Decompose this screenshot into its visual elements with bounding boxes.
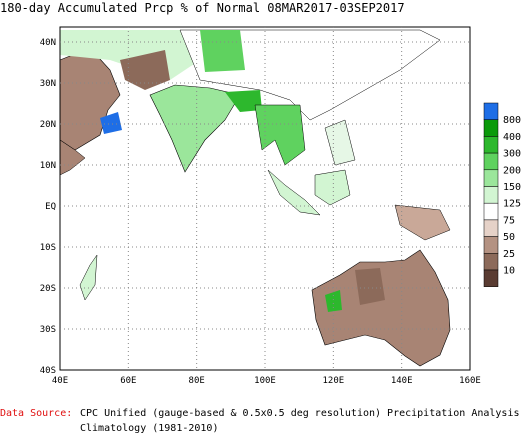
legend-swatch xyxy=(483,102,499,120)
lat-label: 40N xyxy=(40,38,56,48)
lon-label: 140E xyxy=(391,376,413,386)
source-text: CPC Unified (gauge-based & 0.5x0.5 deg r… xyxy=(80,408,520,419)
lon-label: 100E xyxy=(254,376,276,386)
madagascar xyxy=(79,254,98,301)
iran-dry xyxy=(120,50,170,90)
legend-label: 75 xyxy=(503,215,515,226)
map-title: 180-day Accumulated Prcp % of Normal 08M… xyxy=(0,1,405,15)
lat-label: 40S xyxy=(40,366,56,376)
new-guinea xyxy=(394,204,451,241)
land xyxy=(59,29,451,367)
legend-label: 50 xyxy=(503,232,515,243)
legend-swatch xyxy=(483,253,499,271)
lat-label: 10N xyxy=(40,161,56,171)
legend-label: 150 xyxy=(503,182,521,193)
australia-dry xyxy=(355,268,385,305)
lon-label: 120E xyxy=(322,376,344,386)
arabia xyxy=(59,47,121,151)
borneo xyxy=(314,169,351,206)
climatology-text: Climatology (1981-2010) xyxy=(80,423,218,434)
philippines xyxy=(324,119,356,166)
legend-swatch xyxy=(483,186,499,204)
legend-swatch xyxy=(483,219,499,237)
legend-label: 125 xyxy=(503,199,521,210)
legend-label: 300 xyxy=(503,149,521,160)
lat-label: 10S xyxy=(40,243,56,253)
lat-label: EQ xyxy=(45,202,56,212)
legend-label: 200 xyxy=(503,165,521,176)
lon-label: 80E xyxy=(189,376,205,386)
lat-label: 20N xyxy=(40,120,56,130)
oman-wet xyxy=(100,112,122,134)
bangladesh-wet xyxy=(225,90,262,112)
legend-swatch xyxy=(483,269,499,287)
australia xyxy=(311,249,451,367)
legend-swatch xyxy=(483,136,499,154)
legend-swatch xyxy=(483,152,499,171)
lon-label: 40E xyxy=(52,376,68,386)
australia-wet xyxy=(325,290,342,312)
legend-swatch xyxy=(483,202,499,221)
indochina xyxy=(254,104,306,166)
lat-label: 30N xyxy=(40,79,56,89)
lat-label: 30S xyxy=(40,325,56,335)
legend-label: 800 xyxy=(503,115,521,126)
lat-label: 20S xyxy=(40,284,56,294)
sumatra xyxy=(267,169,321,216)
legend: 800 400 300 200 150 125 75 50 25 10 xyxy=(483,102,521,287)
legend-swatch xyxy=(483,169,499,187)
legend-label: 400 xyxy=(503,132,521,143)
legend-label: 10 xyxy=(503,266,515,277)
india xyxy=(149,84,241,173)
tibet-wet xyxy=(200,30,245,72)
source-label: Data Source: xyxy=(0,408,72,419)
lon-label: 60E xyxy=(120,376,136,386)
legend-swatch xyxy=(483,236,499,254)
lon-label: 160E xyxy=(459,376,481,386)
legend-swatch xyxy=(483,119,499,137)
legend-label: 25 xyxy=(503,249,515,260)
